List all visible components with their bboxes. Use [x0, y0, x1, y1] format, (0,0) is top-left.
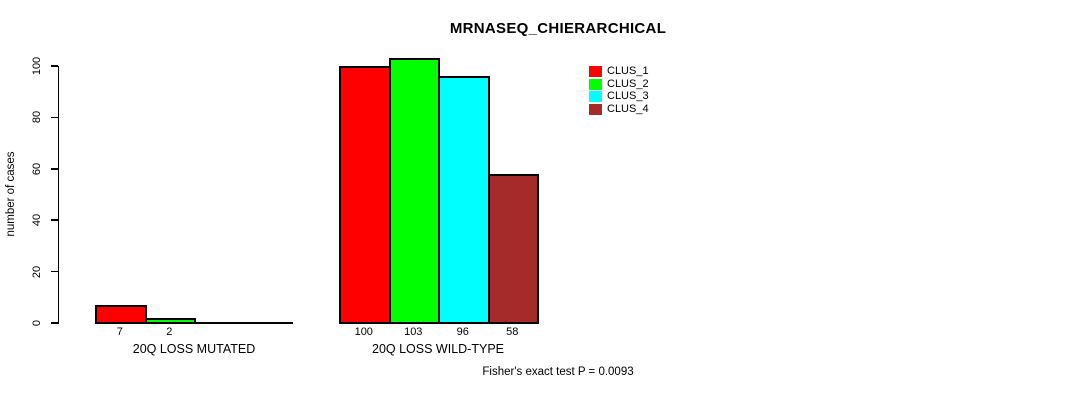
legend-item: CLUS_1 [589, 65, 649, 78]
y-tick-label: 40 [31, 214, 43, 227]
legend-swatch-icon [589, 104, 602, 116]
y-tick-label: 60 [31, 162, 43, 175]
x-group-label: 20Q LOSS MUTATED [132, 342, 256, 356]
legend-item: CLUS_4 [589, 103, 649, 116]
bar-clus_3 [438, 76, 490, 324]
bar-value-label: 96 [456, 326, 469, 338]
bar-clus_4 [487, 173, 539, 324]
legend-item: CLUS_3 [589, 91, 649, 104]
legend-label: CLUS_1 [607, 64, 649, 77]
y-tick-label: 0 [31, 319, 43, 327]
bar-value-label: 2 [166, 326, 173, 338]
y-tick-mark [51, 116, 58, 119]
legend-item: CLUS_2 [589, 78, 649, 91]
bar-clus_1 [339, 66, 391, 324]
y-tick-mark [51, 270, 58, 273]
fisher-test-annotation: Fisher's exact test P = 0.0093 [482, 366, 634, 378]
legend-swatch-icon [589, 65, 602, 77]
bar-value-label: 7 [116, 326, 123, 338]
chart-title: MRNASEQ_CHIERARCHICAL [449, 20, 667, 37]
y-tick-label: 100 [31, 56, 43, 76]
y-tick-label: 80 [31, 111, 43, 124]
bar-clus_1 [95, 305, 147, 324]
y-axis-line [57, 65, 59, 324]
legend: CLUS_1 CLUS_2 CLUS_3 CLUS_4 [589, 65, 649, 116]
y-tick-mark [51, 322, 58, 324]
y-tick-label: 20 [31, 265, 43, 278]
y-axis-label: number of cases [5, 151, 17, 237]
legend-swatch-icon [589, 78, 602, 90]
y-tick-mark [51, 65, 58, 67]
bar-value-label: 100 [354, 326, 373, 338]
x-group-label: 20Q LOSS WILD-TYPE [372, 342, 504, 356]
bar-value-label: 58 [506, 326, 519, 338]
bar-value-label: 103 [404, 326, 423, 338]
bar-clus_2 [144, 317, 196, 324]
legend-swatch-icon [589, 91, 602, 103]
bar-clus_2 [388, 58, 440, 324]
legend-label: CLUS_4 [607, 103, 649, 116]
legend-label: CLUS_3 [607, 90, 649, 103]
legend-label: CLUS_2 [607, 77, 649, 90]
y-tick-mark [51, 168, 58, 170]
y-tick-mark [51, 219, 58, 221]
